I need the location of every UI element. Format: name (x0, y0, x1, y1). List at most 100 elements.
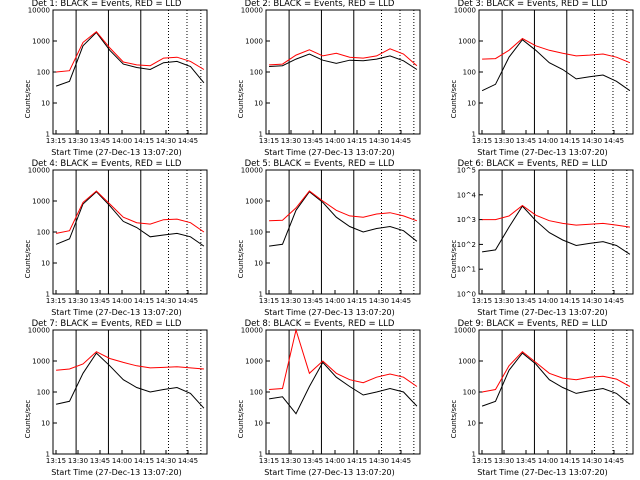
x-tick-label: 14:30 (582, 457, 602, 465)
lld-series-line (482, 37, 631, 64)
y-axis-label: Counts/sec (450, 79, 458, 119)
y-axis-label: Counts/sec (24, 239, 32, 279)
x-tick-label: 14:00 (325, 137, 345, 145)
y-tick-label: 10^4 (457, 191, 477, 199)
chart-svg: 1 10 100 1000 10000 13:15 13:30 13:45 14:00 14:15… (241, 167, 421, 305)
y-tick-label: 1000 (32, 198, 50, 206)
chart-title: Det 1: BLACK = Events, RED = LLD (31, 0, 182, 9)
chart-title: Det 5: BLACK = Events, RED = LLD (244, 159, 395, 169)
x-tick-label: 14:45 (391, 457, 411, 465)
x-tick-label: 13:45 (303, 297, 323, 305)
y-tick-label: 1000 (32, 358, 50, 366)
events-series-line (55, 31, 205, 87)
chart-svg: 1 10 100 1000 10000 13:15 13:30 13:45 14:00 14:15… (241, 7, 421, 145)
x-tick-label: 13:30 (281, 297, 301, 305)
y-axis-label: Counts/sec (237, 239, 245, 279)
x-tick-label: 14:00 (325, 297, 345, 305)
x-tick-label: 13:15 (472, 457, 492, 465)
y-tick-label: 100 (250, 229, 263, 237)
x-axis-label: Start Time (27-Dec-13 13:07:20) (264, 308, 395, 317)
x-axis-label: Start Time (27-Dec-13 13:07:20) (477, 468, 608, 477)
y-tick-label: 10^5 (457, 167, 476, 175)
y-tick-label: 100 (250, 69, 263, 77)
chart-svg: 1 10 100 1000 10000 13:15 13:30 13:45 14:00 14:15… (454, 7, 634, 145)
y-axis-label: Counts/sec (237, 79, 245, 119)
x-axis-label: Start Time (27-Dec-13 13:07:20) (51, 468, 182, 477)
y-tick-label: 1000 (32, 38, 50, 46)
y-tick-label: 1000 (245, 358, 263, 366)
x-tick-label: 14:30 (369, 457, 389, 465)
x-tick-label: 13:15 (46, 457, 66, 465)
y-tick-label: 10 (41, 420, 50, 428)
x-axis-label: Start Time (27-Dec-13 13:07:20) (477, 308, 608, 317)
chart-title: Det 7: BLACK = Events, RED = LLD (31, 319, 182, 329)
chart-svg: 1 10 100 1000 10000 13:15 13:30 13:45 14:00 14:15… (28, 327, 208, 465)
x-tick-label: 13:30 (494, 297, 514, 305)
y-axis-label: Counts/sec (450, 239, 458, 279)
x-tick-label: 14:45 (178, 137, 198, 145)
x-tick-label: 14:30 (582, 137, 602, 145)
chart-title: Det 6: BLACK = Events, RED = LLD (457, 159, 608, 169)
x-tick-label: 14:15 (347, 297, 367, 305)
y-tick-label: 10000 (28, 327, 50, 335)
x-tick-label: 14:15 (134, 297, 154, 305)
x-tick-label: 13:15 (259, 297, 279, 305)
y-tick-label: 1 (46, 451, 50, 459)
events-series-line (269, 190, 418, 247)
y-tick-label: 10 (41, 260, 50, 268)
y-tick-label: 1000 (458, 38, 476, 46)
y-tick-label: 10^0 (457, 291, 476, 299)
y-tick-label: 1 (46, 131, 50, 139)
x-axis-label: Start Time (27-Dec-13 13:07:20) (477, 148, 608, 157)
x-tick-label: 13:45 (516, 297, 536, 305)
x-tick-label: 14:00 (538, 457, 558, 465)
y-tick-label: 100 (250, 389, 263, 397)
y-axis-label: Counts/sec (450, 399, 458, 439)
chart-panel-det-5: 1 10 100 1000 10000 13:15 13:30 13:45 14:00 14:15… (213, 159, 426, 320)
y-tick-label: 1000 (245, 198, 263, 206)
lld-series-line (56, 190, 205, 234)
x-tick-label: 14:15 (134, 137, 154, 145)
y-tick-label: 10000 (241, 327, 263, 335)
x-tick-label: 14:30 (369, 137, 389, 145)
lld-series-line (269, 190, 418, 222)
x-tick-label: 13:45 (90, 137, 110, 145)
x-tick-label: 13:45 (303, 137, 323, 145)
events-series-line (55, 352, 205, 409)
y-tick-label: 1 (259, 291, 263, 299)
events-series-line (482, 205, 631, 255)
x-tick-label: 14:45 (391, 137, 411, 145)
y-tick-label: 10000 (241, 167, 263, 175)
y-axis-label: Counts/sec (237, 399, 245, 439)
x-tick-label: 13:45 (303, 457, 323, 465)
lld-series-line (56, 351, 204, 371)
chart-panel-det-1: 1 10 100 1000 10000 13:15 13:30 13:45 14:00 14:15… (0, 0, 213, 160)
x-tick-label: 13:30 (494, 137, 514, 145)
y-tick-label: 10000 (28, 7, 50, 15)
chart-svg: 1 10 100 1000 10000 13:15 13:30 13:45 14:00 14:15… (454, 327, 634, 465)
chart-svg: 1 10 100 1000 10000 13:15 13:30 13:45 14:00 14:15… (28, 167, 208, 305)
y-tick-label: 10 (467, 100, 476, 108)
chart-title: Det 3: BLACK = Events, RED = LLD (457, 0, 608, 9)
chart-panel-det-3: 1 10 100 1000 10000 13:15 13:30 13:45 14:00 14:15… (426, 0, 639, 160)
x-tick-label: 14:45 (604, 137, 624, 145)
x-tick-label: 14:15 (347, 457, 367, 465)
y-tick-label: 10000 (241, 7, 263, 15)
y-tick-label: 1000 (458, 358, 476, 366)
x-tick-label: 14:30 (582, 297, 602, 305)
chart-panel-det-4: 1 10 100 1000 10000 13:15 13:30 13:45 14:00 14:15… (0, 159, 213, 320)
x-tick-label: 13:30 (68, 297, 88, 305)
x-tick-label: 14:30 (156, 457, 176, 465)
y-tick-label: 10 (467, 420, 476, 428)
y-tick-label: 10000 (454, 7, 476, 15)
y-tick-label: 1 (472, 451, 476, 459)
x-tick-label: 14:15 (347, 137, 367, 145)
x-tick-label: 14:45 (604, 457, 624, 465)
chart-panel-det-7: 1 10 100 1000 10000 13:15 13:30 13:45 14:00 14:15… (0, 319, 213, 480)
lld-series-line (269, 328, 418, 390)
x-tick-label: 14:45 (178, 457, 198, 465)
chart-panel-det-9: 1 10 100 1000 10000 13:15 13:30 13:45 14:00 14:15… (426, 319, 639, 480)
x-axis-label: Start Time (27-Dec-13 13:07:20) (51, 148, 182, 157)
events-series-line (269, 361, 418, 415)
chart-svg: 10^010^110^210^310^410^513:15 13:30 13:45 1… (457, 167, 634, 305)
